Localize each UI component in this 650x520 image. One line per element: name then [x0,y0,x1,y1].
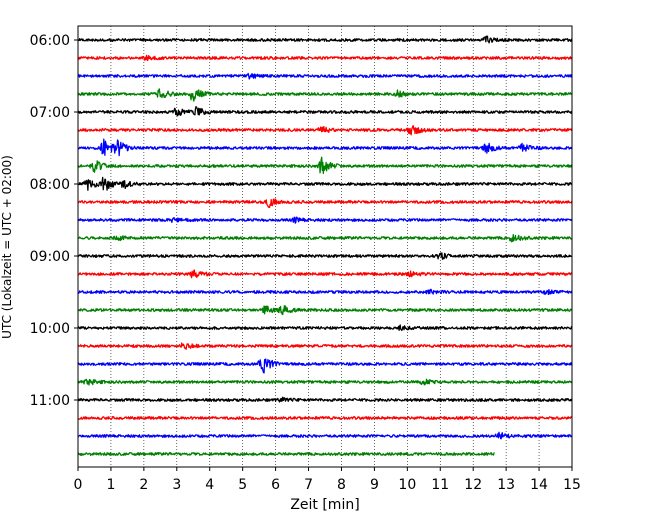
x-tick-label: 4 [205,477,214,493]
x-tick-label: 10 [398,477,416,493]
trace-line [77,452,495,456]
trace-line [77,233,573,243]
x-tick-label: 0 [74,477,83,493]
y-tick-label: 09:00 [30,249,70,265]
trace-line [77,88,573,102]
trace-line [77,54,573,62]
trace-line [77,125,573,136]
x-tick-label: 9 [370,477,379,493]
trace-line [77,252,573,260]
trace-line [77,72,573,80]
x-tick-label: 12 [464,477,482,493]
x-tick-label: 3 [172,477,181,493]
y-axis: 06:00 07:00 08:00 09:00 10:00 11:00 [30,33,78,409]
y-tick-label: 06:00 [30,33,70,49]
trace-line [77,342,573,350]
plot-background [78,26,572,467]
trace-line [77,216,573,224]
trace-line [77,305,573,316]
y-tick-label: 08:00 [30,177,70,193]
y-tick-label: 10:00 [30,321,70,337]
trace-line [77,106,573,117]
plot-frame [77,25,573,468]
trace-line [77,378,573,386]
trace-line [77,198,573,209]
x-tick-label: 1 [106,477,115,493]
x-tick-label: 5 [238,477,247,493]
trace-line [77,396,573,403]
trace-line [77,324,573,332]
trace-line [77,288,573,296]
x-tick-label: 6 [271,477,280,493]
y-tick-label: 07:00 [30,105,70,121]
trace-line [77,176,573,191]
x-axis-label: Zeit [min] [290,497,359,513]
x-tick-label: 14 [530,477,548,493]
trace-line [77,358,573,374]
trace-line [77,156,573,175]
trace-line [77,416,573,420]
y-tick-label: 11:00 [30,393,70,409]
trace-line [77,35,573,44]
trace-line [77,269,573,279]
x-axis: 0 1 2 3 4 5 6 7 8 9 10 11 12 13 14 15 [74,467,581,493]
x-tick-label: 13 [497,477,515,493]
x-tick-label: 15 [563,477,581,493]
y-axis-label: UTC (Lokalzeit = UTC + 02:00) [0,155,14,339]
trace-line [77,138,573,157]
x-tick-label: 8 [337,477,346,493]
x-tick-label: 2 [139,477,148,493]
traces [77,35,573,456]
x-tick-label: 7 [304,477,313,493]
x-tick-label: 11 [431,477,449,493]
trace-line [77,431,573,440]
